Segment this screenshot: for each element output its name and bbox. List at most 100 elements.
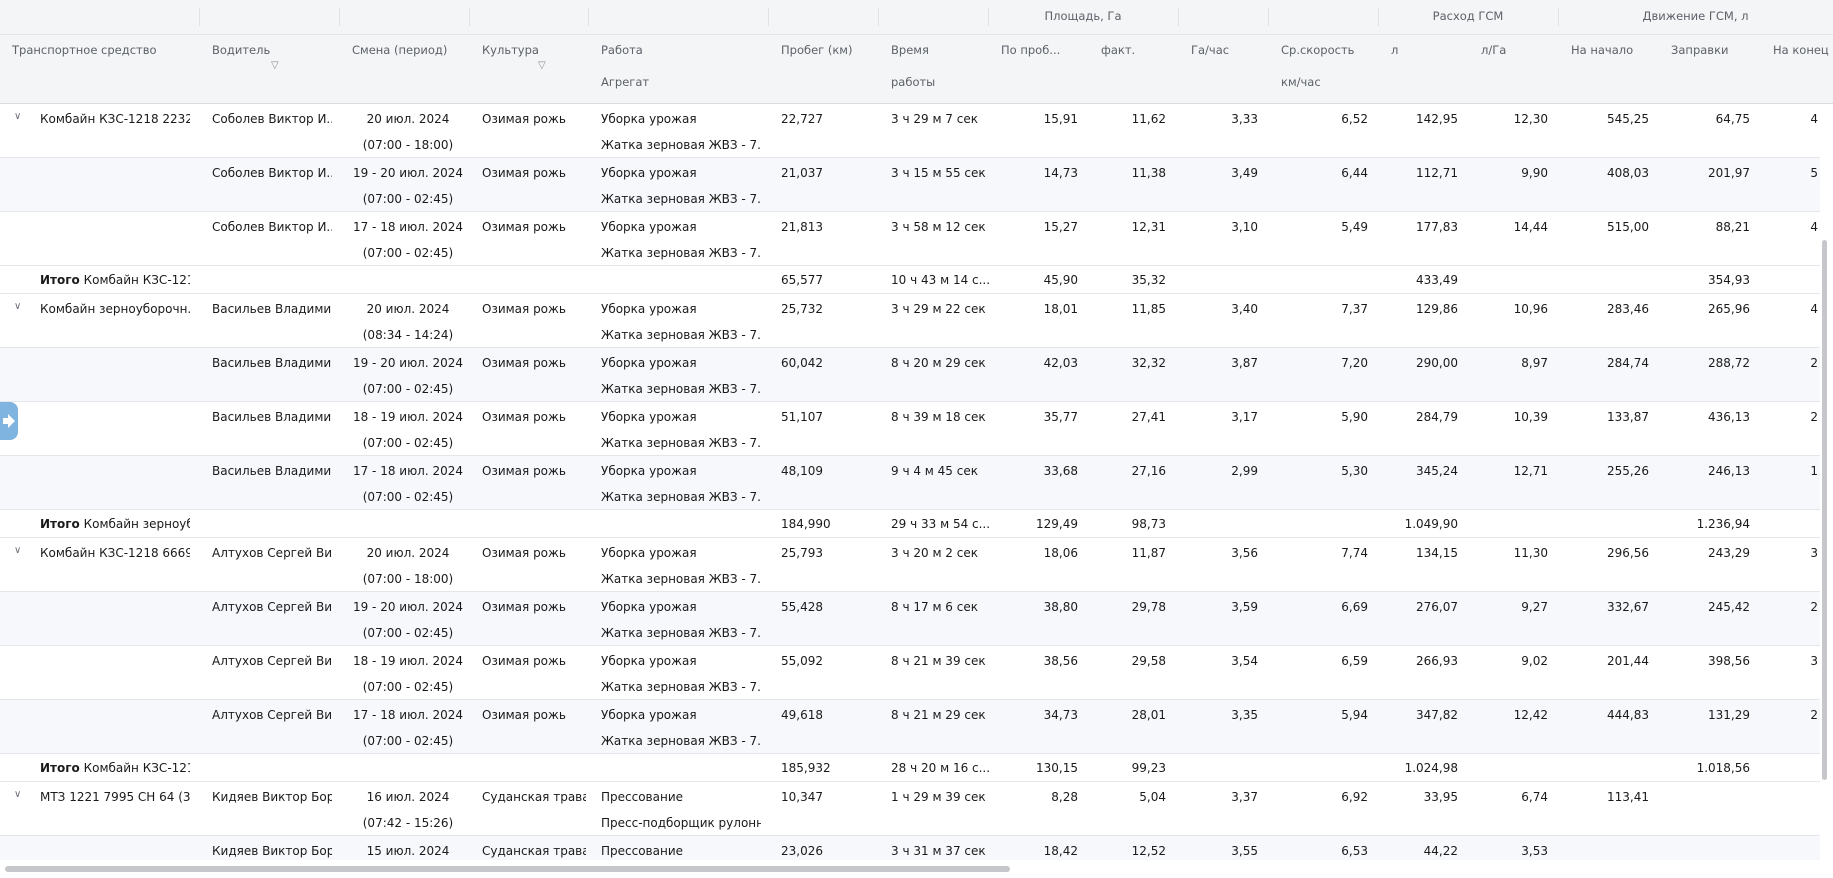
table-row[interactable]: Васильев Владими... 19 - 20 июл. 2024 Озим… [0,348,1820,402]
table-row[interactable]: Васильев Владими... 18 - 19 июл. 2024 Озим… [0,402,1820,456]
cell-area_m: 15,27 [1043,220,1078,234]
column-header-mileage[interactable]: Пробег (км) [781,43,853,57]
cell-dur: 3 ч 20 м 2 сек [891,546,978,560]
table-row[interactable]: Соболев Виктор И... 19 - 20 июл. 2024 Озим… [0,158,1820,212]
cell-end: 4 [1810,302,1818,316]
cell-mileage: 10,347 [781,790,823,804]
cell-aggregate: Жатка зерновая ЖВЗ - 7.0 ... [601,246,761,260]
column-header-area-fact[interactable]: факт. [1101,43,1136,57]
cell-driver: Кидяев Виктор Бор... [212,844,332,858]
column-header-start[interactable]: На начало [1571,43,1634,57]
cell-aggregate: Жатка зерновая ЖВЗ - 7.0 ... [601,192,761,206]
table-row[interactable]: Алтухов Сергей Ви... 18 - 19 июл. 2024 Ози… [0,646,1820,700]
cell-work: Прессование [601,844,684,858]
table-row[interactable]: ∨ Комбайн КЗС-1218 2232 ... Соболев Виктор… [0,104,1820,158]
group-total-row[interactable]: Итого Комбайн зерноуб... 184,990 29 ч 33 м… [0,510,1820,538]
column-divider [878,8,879,26]
cell-crop: Озимая рожь [482,166,566,180]
cell-crop: Озимая рожь [482,112,566,126]
cell-hah: 3,37 [1231,790,1258,804]
cell-aggregate: Жатка зерновая ЖВЗ - 7.0 ... [601,626,761,640]
cell-end: 3 [1810,546,1818,560]
cell-work: Уборка урожая [601,708,697,722]
horizontal-scrollbar[interactable] [5,866,1010,872]
column-header-refuel[interactable]: Заправки [1671,43,1729,57]
group-title-fuel-movement: Движение ГСМ, л [1642,9,1749,23]
column-header-aggregate[interactable]: Агрегат [601,75,650,89]
cell-speed: 6,69 [1341,600,1368,614]
cell-mileage: 25,793 [781,546,823,560]
cell-dur: 3 ч 29 м 22 сек [891,302,986,316]
cell-area_f: 29,58 [1131,654,1166,668]
group-title-area: Площадь, Га [1044,9,1122,23]
chevron-down-icon[interactable]: ∨ [14,301,22,312]
total-cell-area_f: 35,32 [1131,273,1166,287]
cell-crop: Озимая рожь [482,708,566,722]
chevron-down-icon[interactable]: ∨ [14,545,22,556]
column-header-fuel-liters[interactable]: л [1391,43,1399,57]
cell-start: 201,44 [1607,654,1649,668]
total-prefix: Итого [40,517,80,531]
group-total-row[interactable]: Итого Комбайн КЗС-121... 65,577 10 ч 43 м … [0,266,1820,294]
cell-crop: Суданская трава [482,844,586,858]
cell-work: Уборка урожая [601,112,697,126]
cell-vehicle: Комбайн зерноуборочн... [40,302,190,316]
cell-shift-time: (07:42 - 15:26) [362,816,454,830]
cell-fuel: 44,22 [1423,844,1458,858]
vertical-scrollbar[interactable] [1822,240,1827,780]
header-column-row: Транспортное средство Водитель ▽ Смена (… [0,35,1833,104]
column-header-work[interactable]: Работа [601,43,643,57]
cell-shift-time: (07:00 - 02:45) [362,734,454,748]
column-divider [588,8,589,26]
column-header-shift[interactable]: Смена (период) [352,43,448,57]
chevron-down-icon[interactable]: ∨ [14,111,22,122]
column-header-ha-hour[interactable]: Га/час [1191,43,1230,57]
table-row[interactable]: Васильев Владими... 17 - 18 июл. 2024 Озим… [0,456,1820,510]
table-row[interactable]: ∨ Комбайн зерноуборочн... Васильев Владими… [0,294,1820,348]
column-header-avg-speed[interactable]: Ср.скорость [1281,43,1355,57]
cell-mileage: 23,026 [781,844,823,858]
chevron-down-icon[interactable]: ∨ [14,789,22,800]
column-header-time[interactable]: Время [891,43,929,57]
cell-work: Уборка урожая [601,166,697,180]
cell-lha: 12,30 [1513,112,1548,126]
table-row[interactable]: Соболев Виктор И... 17 - 18 июл. 2024 Озим… [0,212,1820,266]
cell-date: 17 - 18 июл. 2024 [352,220,464,234]
cell-crop: Суданская трава [482,790,586,804]
column-header-area-mileage[interactable]: По проб... [1001,43,1061,57]
total-label: Итого Комбайн КЗС-121... [40,761,190,775]
table-row[interactable]: ∨ Комбайн КЗС-1218 6669 ... Алтухов Сергей… [0,538,1820,592]
cell-crop: Озимая рожь [482,302,566,316]
cell-lha: 10,96 [1513,302,1548,316]
table-row[interactable]: Алтухов Сергей Ви... 17 - 18 июл. 2024 Ози… [0,700,1820,754]
column-header-fuel-per-ha[interactable]: л/Га [1481,43,1507,57]
cell-end: 5 [1810,166,1818,180]
column-header-vehicle[interactable]: Транспортное средство [12,43,157,57]
column-header-driver[interactable]: Водитель [212,43,271,57]
group-total-row[interactable]: Итого Комбайн КЗС-121... 185,932 28 ч 20 м… [0,754,1820,782]
crop-filter-icon[interactable]: ▽ [538,60,546,71]
table-row[interactable]: Кидяев Виктор Бор... 15 июл. 2024 Суданска… [0,836,1820,860]
cell-fuel: 276,07 [1416,600,1458,614]
cell-dur: 8 ч 20 м 29 сек [891,356,986,370]
column-divider [469,8,470,26]
cell-area_f: 12,52 [1131,844,1166,858]
cell-aggregate: Пресс-подборщик рулонн... [601,816,761,830]
column-header-end[interactable]: На конец [1773,43,1829,57]
cell-lha: 11,30 [1513,546,1548,560]
cell-shift-time: (07:00 - 18:00) [362,138,454,152]
cell-dur: 8 ч 39 м 18 сек [891,410,986,424]
cell-fuel: 284,79 [1416,410,1458,424]
cell-dur: 3 ч 31 м 37 сек [891,844,986,858]
total-vehicle-name: Комбайн КЗС-121... [83,761,190,775]
table-row[interactable]: Алтухов Сергей Ви... 19 - 20 июл. 2024 Ози… [0,592,1820,646]
column-header-crop[interactable]: Культура [482,43,539,57]
table-row[interactable]: ∨ МТЗ 1221 7995 СН 64 (3) Кидяев Виктор Бо… [0,782,1820,836]
side-panel-toggle[interactable] [0,402,18,440]
cell-shift-time: (07:00 - 18:00) [362,572,454,586]
cell-fuel: 129,86 [1416,302,1458,316]
cell-driver: Алтухов Сергей Ви... [212,546,332,560]
cell-shift-time: (07:00 - 02:45) [362,382,454,396]
column-header-time-line2: работы [891,75,936,89]
driver-filter-icon[interactable]: ▽ [271,60,279,71]
